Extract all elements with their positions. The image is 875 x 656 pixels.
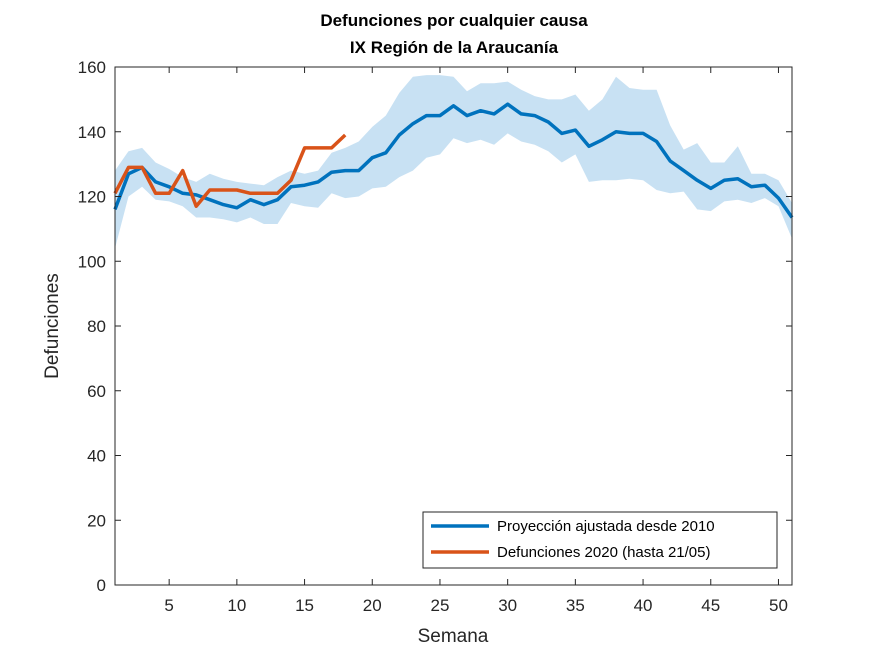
confidence-band-layer	[115, 75, 792, 249]
y-tick-label: 20	[87, 511, 106, 530]
x-tick-label: 15	[295, 596, 314, 615]
x-tick-label: 20	[363, 596, 382, 615]
legend-label-projection: Proyección ajustada desde 2010	[497, 518, 715, 535]
x-tick-label: 30	[498, 596, 517, 615]
x-tick-label: 45	[701, 596, 720, 615]
tick-layer: 5 10 15 20 25 30 35 40 45 50 0 20 40 60 80 100 120 140 160	[78, 58, 792, 615]
y-tick-label: 120	[78, 188, 106, 207]
legend: Proyección ajustada desde 2010 Defuncion…	[422, 511, 778, 569]
chart-title: Defunciones por cualquier causa	[320, 11, 588, 30]
legend-box	[422, 511, 778, 569]
y-tick-label: 140	[78, 123, 106, 142]
y-axis-label: Defunciones	[42, 273, 63, 379]
y-tick-label: 40	[87, 447, 106, 466]
y-tick-label: 0	[97, 576, 106, 595]
chart-subtitle: IX Región de la Araucanía	[350, 38, 559, 57]
series-layer	[113, 102, 794, 219]
legend-label-deaths-2020: Defunciones 2020 (hasta 21/05)	[497, 544, 710, 561]
x-tick-label: 50	[769, 596, 788, 615]
y-tick-label: 100	[78, 252, 106, 271]
confidence-band	[115, 75, 792, 249]
y-tick-label: 80	[87, 317, 106, 336]
x-tick-label: 5	[164, 596, 173, 615]
plot-area	[115, 67, 792, 585]
y-tick-label: 160	[78, 58, 106, 77]
x-tick-label: 40	[634, 596, 653, 615]
deaths-2020-line	[113, 133, 347, 208]
x-tick-label: 35	[566, 596, 585, 615]
x-axis-label: Semana	[418, 626, 489, 647]
y-tick-label: 60	[87, 382, 106, 401]
x-tick-label: 10	[227, 596, 246, 615]
projection-line	[113, 102, 794, 219]
x-tick-label: 25	[430, 596, 449, 615]
